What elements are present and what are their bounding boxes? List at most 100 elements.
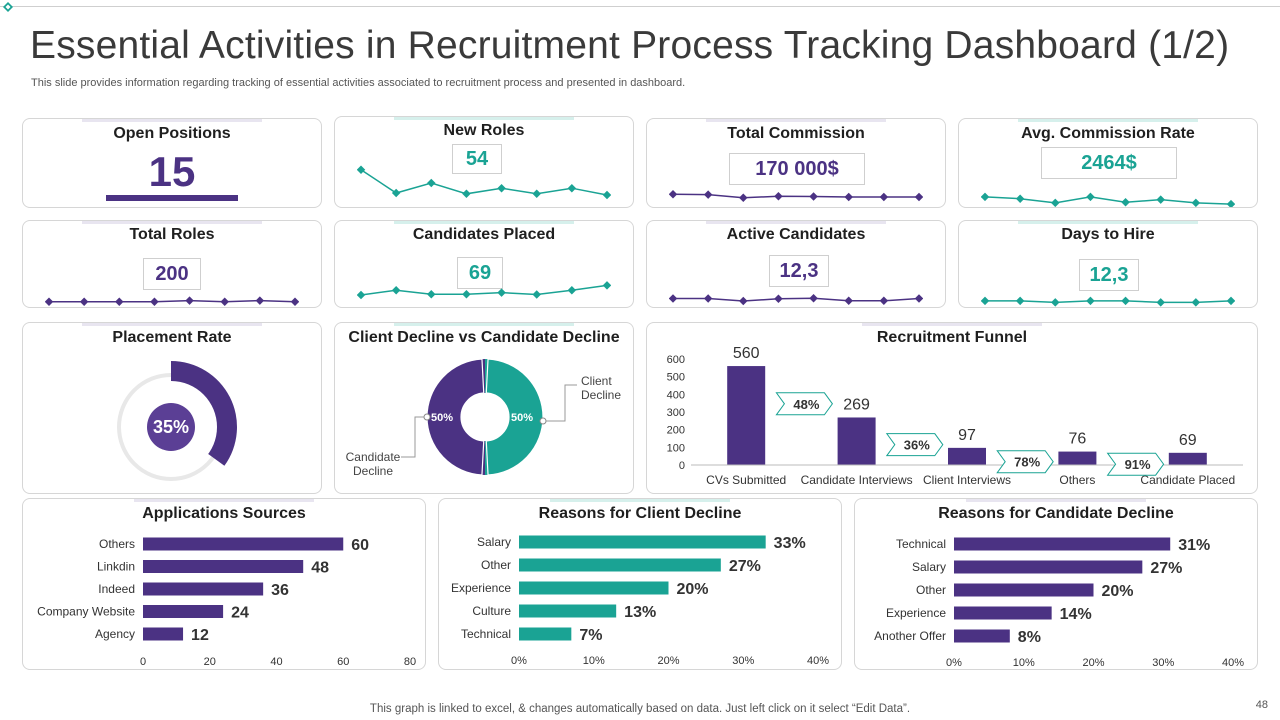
sparkline-point bbox=[809, 293, 818, 303]
funnel-conversion-label: 36% bbox=[904, 438, 930, 453]
funnel-conversion-arrow bbox=[775, 392, 834, 416]
hbar-value-label: 31% bbox=[1178, 537, 1210, 554]
funnel-y-tick: 0 bbox=[679, 460, 685, 472]
card-total-commission: Total Commission 170 000$ bbox=[646, 118, 946, 208]
card-client-vs-candidate: Client Decline vs Candidate Decline 50% … bbox=[334, 322, 634, 494]
hbar-x-tick: 0 bbox=[140, 656, 146, 668]
hbar-bar bbox=[519, 535, 766, 549]
sparkline-point bbox=[1015, 296, 1025, 306]
page-subtitle: This slide provides information regardin… bbox=[31, 77, 686, 89]
card-open-positions: Open Positions 15 bbox=[22, 118, 322, 208]
funnel-x-tick: Client Interviews bbox=[923, 473, 1011, 487]
client-decline-slice bbox=[485, 359, 543, 475]
funnel-data-label: 97 bbox=[958, 427, 976, 444]
hbar-value-label: 20% bbox=[677, 581, 709, 598]
sparkline-point bbox=[462, 189, 471, 199]
sparkline-point bbox=[290, 297, 299, 307]
sparkline-point bbox=[1191, 198, 1201, 207]
hbar-x-tick: 20% bbox=[657, 655, 679, 667]
avg-commission-sparkline bbox=[981, 192, 1235, 207]
sparkline-path bbox=[360, 169, 608, 196]
card-total-roles: Total Roles 200 bbox=[22, 220, 322, 308]
card-accent bbox=[394, 323, 574, 326]
hbar-x-tick: 80 bbox=[404, 656, 416, 668]
sparkline-point bbox=[844, 296, 853, 306]
reasons-client-chart: Salary 33% Other 27% Experience 20% Culture 13%… bbox=[451, 535, 829, 667]
hbar-value-label: 27% bbox=[729, 558, 761, 575]
sparkline-point bbox=[703, 190, 713, 199]
funnel-bar bbox=[837, 417, 876, 465]
hbar-category-label: Experience bbox=[886, 606, 946, 620]
sparkline-point bbox=[567, 183, 577, 193]
candidate-leader-line bbox=[401, 416, 427, 458]
card-accent bbox=[1018, 221, 1198, 224]
total-commission-value: 170 000$ bbox=[729, 153, 865, 185]
funnel-bar bbox=[727, 366, 766, 465]
hbar-x-tick: 10% bbox=[1013, 657, 1035, 669]
card-accent bbox=[394, 117, 574, 120]
hbar-value-label: 60 bbox=[351, 537, 369, 554]
sparkline-path bbox=[360, 284, 608, 296]
card-avg-commission-rate: Avg. Commission Rate 2464$ bbox=[958, 118, 1258, 208]
card-accent bbox=[134, 499, 314, 502]
sparkline-point bbox=[462, 289, 471, 299]
funnel-bar bbox=[1168, 452, 1207, 465]
hbar-bar bbox=[954, 583, 1094, 597]
sparkline-path bbox=[49, 299, 296, 303]
sparkline-point bbox=[567, 285, 577, 295]
sparkline-point bbox=[497, 288, 506, 297]
hbar-bar bbox=[954, 560, 1143, 574]
card-days-to-hire: Days to Hire 12,3 bbox=[958, 220, 1258, 308]
candidate-leader-dot bbox=[423, 413, 431, 421]
sparkline-point bbox=[669, 190, 678, 199]
card-accent bbox=[550, 499, 730, 502]
hbar-value-label: 13% bbox=[624, 604, 656, 621]
funnel-data-label: 69 bbox=[1179, 432, 1197, 449]
funnel-conversion-label: 78% bbox=[1014, 455, 1040, 470]
sparkline-point bbox=[774, 191, 783, 201]
funnel-conversion-label: 91% bbox=[1125, 457, 1151, 472]
hbar-bar bbox=[143, 537, 344, 551]
candidate-decline-pct: 50% bbox=[431, 412, 454, 424]
funnel-data-label: 560 bbox=[733, 345, 760, 362]
sparkline-point bbox=[357, 290, 366, 300]
hbar-x-tick: 0% bbox=[946, 657, 962, 669]
funnel-conversion-label: 48% bbox=[793, 397, 819, 412]
funnel-y-tick: 400 bbox=[667, 389, 685, 401]
page-number: 48 bbox=[1255, 699, 1268, 711]
funnel-x-tick: Candidate Placed bbox=[1140, 473, 1235, 487]
reasons-candidate-chart: Technical 31% Salary 27% Other 20% Experience 1… bbox=[874, 537, 1244, 669]
sparkline-point bbox=[1156, 298, 1165, 307]
client-slice-outline bbox=[485, 358, 544, 476]
total-roles-value: 200 bbox=[143, 258, 201, 290]
card-accent bbox=[82, 119, 262, 122]
client-vs-candidate-chart bbox=[401, 358, 577, 476]
sparkline-point bbox=[602, 190, 611, 200]
card-reasons-client: Reasons for Client Decline Salary 33% Othe… bbox=[438, 498, 842, 670]
card-title: New Roles bbox=[443, 122, 525, 139]
page-title: Essential Activities in Recruitment Proc… bbox=[30, 24, 1230, 67]
sparkline-point bbox=[1156, 195, 1165, 204]
hbar-x-tick: 40% bbox=[1222, 657, 1244, 669]
hbar-category-label: Experience bbox=[451, 581, 511, 595]
card-title: Reasons for Client Decline bbox=[538, 505, 742, 522]
total-commission-sparkline bbox=[669, 190, 923, 203]
hbar-bar bbox=[519, 558, 721, 572]
sparkline-point bbox=[914, 294, 923, 303]
candidates-placed-value: 69 bbox=[457, 257, 503, 289]
card-active-candidates: Active Candidates 12,3 bbox=[646, 220, 946, 308]
hbar-category-label: Technical bbox=[896, 537, 946, 551]
card-title: Applications Sources bbox=[142, 505, 306, 522]
sparkline-point bbox=[79, 297, 89, 307]
open-positions-bar bbox=[106, 195, 238, 201]
sparkline-path bbox=[672, 193, 919, 199]
hbar-x-tick: 40% bbox=[807, 655, 829, 667]
card-title: Total Roles bbox=[129, 226, 215, 243]
card-applications-sources: Applications Sources Others 60 Linkdin 48 In… bbox=[22, 498, 426, 670]
funnel-data-label: 76 bbox=[1069, 431, 1087, 448]
hbar-x-tick: 20 bbox=[204, 656, 216, 668]
sparkline-point bbox=[1191, 298, 1201, 307]
sparkline-point bbox=[809, 192, 818, 201]
hbar-value-label: 8% bbox=[1018, 629, 1041, 646]
card-title: Placement Rate bbox=[112, 329, 232, 346]
